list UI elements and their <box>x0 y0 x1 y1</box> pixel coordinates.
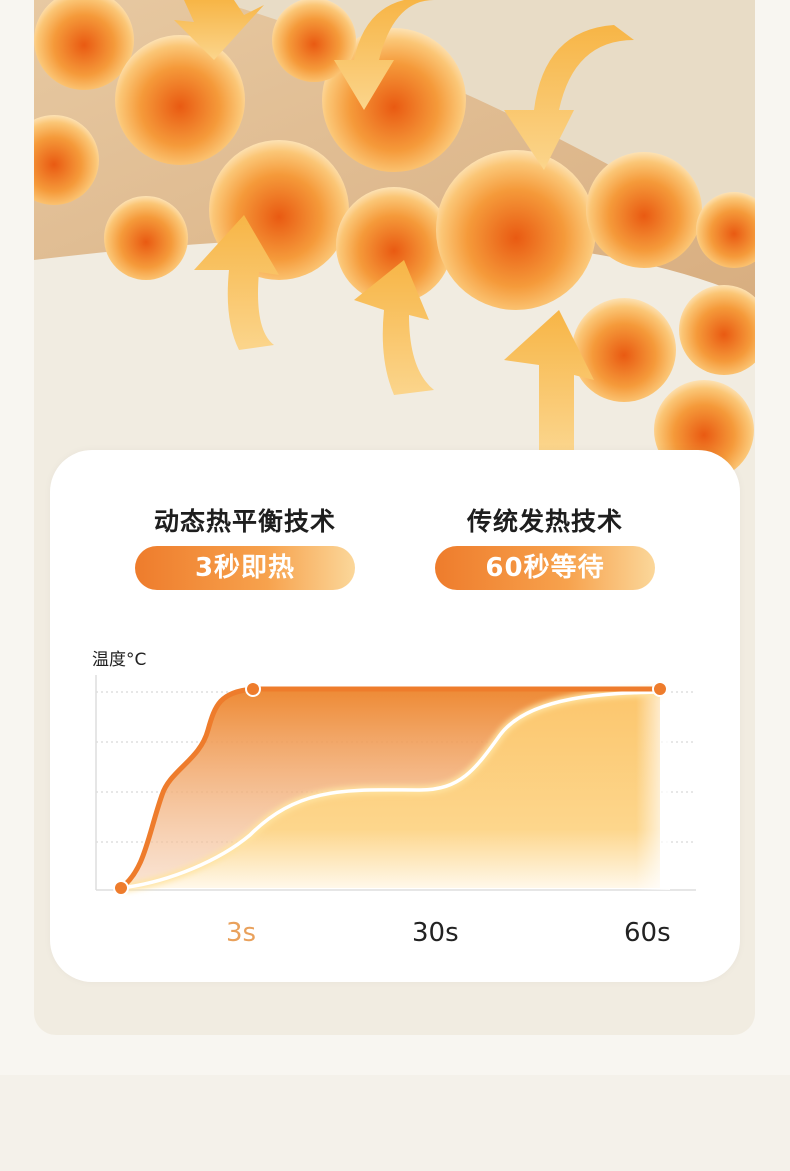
rope-layer <box>214 0 755 250</box>
dynamic-tech-badge: 3秒即热 <box>135 546 355 590</box>
heating-illustration <box>34 0 755 520</box>
y-axis-label: 温度°C <box>92 650 147 670</box>
traditional-tech-column: 传统发热技术 60秒等待 <box>435 506 655 590</box>
data-point <box>245 681 261 697</box>
comparison-card: 动态热平衡技术 3秒即热 传统发热技术 60秒等待 温度°C 3s 30s 60… <box>50 450 740 982</box>
traditional-tech-title: 传统发热技术 <box>466 507 623 536</box>
x-tick-60s: 60s <box>624 918 671 948</box>
dynamic-tech-title: 动态热平衡技术 <box>153 507 336 536</box>
heat-arrows <box>174 0 634 450</box>
temperature-chart <box>95 675 696 896</box>
data-point <box>652 681 668 697</box>
x-tick-30s: 30s <box>412 918 459 948</box>
fade-overlay <box>500 685 670 890</box>
x-tick-3s: 3s <box>226 918 257 948</box>
dynamic-tech-column: 动态热平衡技术 3秒即热 <box>135 506 355 590</box>
dynamic-line <box>118 686 663 891</box>
data-point <box>113 880 129 896</box>
traditional-line <box>120 690 661 890</box>
traditional-tech-badge: 60秒等待 <box>435 546 655 590</box>
